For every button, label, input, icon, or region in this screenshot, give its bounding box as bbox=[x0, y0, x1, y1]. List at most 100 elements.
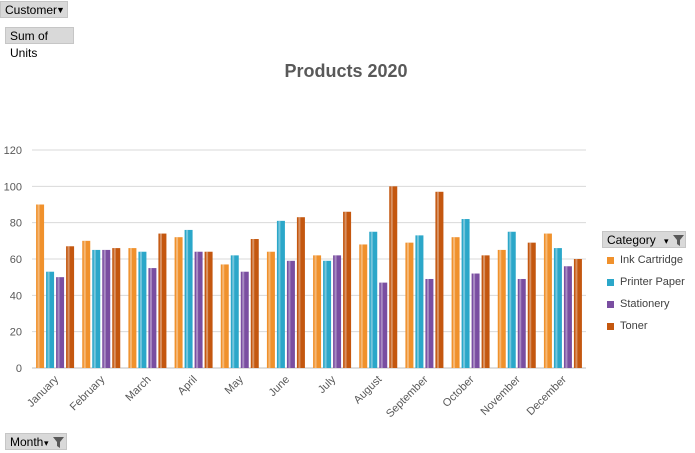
bar-highlight bbox=[298, 217, 301, 368]
bar-highlight bbox=[232, 255, 235, 368]
customer-filter-label: Customer bbox=[5, 3, 58, 17]
bar-highlight bbox=[416, 235, 419, 368]
bar-stationery bbox=[471, 273, 480, 368]
bar-highlight bbox=[176, 237, 179, 368]
bar-highlight bbox=[473, 273, 476, 368]
legend-label: Stationery bbox=[620, 298, 670, 311]
bar-highlight bbox=[288, 260, 291, 368]
x-axis-ticks: January February March April May June July Augu… bbox=[25, 373, 569, 420]
bar-toner bbox=[481, 255, 490, 368]
x-tick-label: July bbox=[316, 373, 339, 396]
bar-toner bbox=[204, 251, 213, 368]
bars bbox=[36, 186, 582, 368]
bar-highlight bbox=[139, 251, 142, 368]
y-tick-label: 120 bbox=[4, 145, 22, 157]
bar-highlight bbox=[575, 259, 578, 368]
bar-ink-cartridge bbox=[128, 248, 137, 368]
bar-highlight bbox=[37, 204, 40, 368]
bar-printer-paper bbox=[507, 231, 516, 368]
bar-highlight bbox=[186, 229, 189, 368]
y-axis-ticks: 0 20 40 60 80 100 120 bbox=[4, 145, 22, 375]
bar-printer-paper bbox=[415, 235, 424, 368]
chart-title: Products 2020 bbox=[284, 61, 407, 81]
bar-printer-paper bbox=[461, 219, 470, 368]
x-tick-label: November bbox=[479, 373, 524, 418]
bar-highlight bbox=[268, 251, 271, 368]
legend-label: Printer Paper bbox=[620, 276, 685, 289]
bar-highlight bbox=[483, 255, 486, 368]
category-field-label: Category bbox=[607, 233, 656, 247]
bar-printer-paper bbox=[553, 248, 562, 368]
bar-highlight bbox=[314, 255, 317, 368]
filter-icon bbox=[673, 235, 684, 246]
filter-icon bbox=[53, 437, 64, 448]
bar-ink-cartridge bbox=[405, 242, 414, 368]
chart-area: Products 2020 0 20 40 60 80 100 120 January Feb… bbox=[4, 61, 586, 420]
y-tick-label: 80 bbox=[10, 218, 22, 230]
bar-highlight bbox=[196, 251, 199, 368]
dropdown-arrow-icon: ▼ bbox=[56, 5, 65, 15]
legend-item: Ink Cartridge bbox=[607, 254, 683, 266]
x-tick-label: October bbox=[441, 373, 477, 409]
bar-stationery bbox=[102, 249, 111, 368]
bar-printer-paper bbox=[323, 260, 332, 368]
bar-ink-cartridge bbox=[543, 233, 552, 368]
legend-item: Printer Paper bbox=[607, 276, 685, 288]
bar-toner bbox=[343, 211, 352, 368]
bar-highlight bbox=[252, 239, 255, 368]
bar-highlight bbox=[67, 246, 70, 368]
legend-item: Toner bbox=[607, 320, 648, 332]
bar-highlight bbox=[406, 242, 409, 368]
bar-highlight bbox=[565, 266, 568, 368]
month-field-button[interactable]: Month ▾ bbox=[5, 433, 67, 450]
bar-highlight bbox=[278, 220, 281, 368]
x-tick-label: March bbox=[123, 374, 153, 404]
bar-ink-cartridge bbox=[82, 240, 91, 368]
bar-printer-paper bbox=[138, 251, 147, 368]
legend-label: Ink Cartridge bbox=[620, 254, 683, 267]
x-tick-label: September bbox=[384, 373, 431, 420]
gridlines bbox=[32, 149, 586, 369]
bar-highlight bbox=[426, 278, 429, 368]
bar-printer-paper bbox=[369, 231, 378, 368]
bar-highlight bbox=[555, 248, 558, 368]
bar-highlight bbox=[222, 264, 225, 368]
bar-highlight bbox=[159, 233, 162, 368]
customer-filter-button[interactable]: Customer ▼ bbox=[0, 1, 68, 18]
y-tick-label: 0 bbox=[16, 363, 22, 375]
bar-stationery bbox=[563, 266, 572, 368]
values-field-button[interactable]: Sum of Units bbox=[5, 27, 74, 60]
bar-highlight bbox=[545, 233, 548, 368]
legend-swatch bbox=[607, 322, 614, 330]
dropdown-arrow-icon: ▾ bbox=[44, 438, 49, 448]
bar-highlight bbox=[344, 211, 347, 368]
bar-printer-paper bbox=[92, 249, 101, 368]
y-tick-label: 60 bbox=[10, 254, 22, 266]
bar-ink-cartridge bbox=[451, 237, 460, 368]
bar-stationery bbox=[194, 251, 203, 368]
bar-toner bbox=[573, 259, 582, 368]
bar-ink-cartridge bbox=[497, 249, 506, 368]
x-tick-label: December bbox=[525, 373, 570, 418]
bar-highlight bbox=[499, 249, 502, 368]
bar-toner bbox=[250, 239, 259, 368]
dropdown-arrow-icon: ▾ bbox=[664, 236, 669, 246]
bar-highlight bbox=[324, 260, 327, 368]
bar-highlight bbox=[206, 251, 209, 368]
bar-highlight bbox=[47, 271, 50, 368]
bar-stationery bbox=[517, 278, 526, 368]
x-tick-label: April bbox=[176, 374, 200, 398]
bar-highlight bbox=[103, 249, 106, 368]
bar-highlight bbox=[509, 231, 512, 368]
bar-highlight bbox=[463, 219, 466, 368]
bar-toner bbox=[389, 186, 398, 368]
legend-item: Stationery bbox=[607, 298, 670, 310]
bar-printer-paper bbox=[46, 271, 55, 368]
category-field-button[interactable]: Category ▾ bbox=[602, 231, 686, 248]
bar-highlight bbox=[93, 249, 96, 368]
bar-printer-paper bbox=[184, 229, 193, 368]
x-tick-label: August bbox=[352, 374, 385, 407]
bar-ink-cartridge bbox=[359, 244, 368, 368]
bar-stationery bbox=[286, 260, 295, 368]
bar-highlight bbox=[436, 191, 439, 368]
